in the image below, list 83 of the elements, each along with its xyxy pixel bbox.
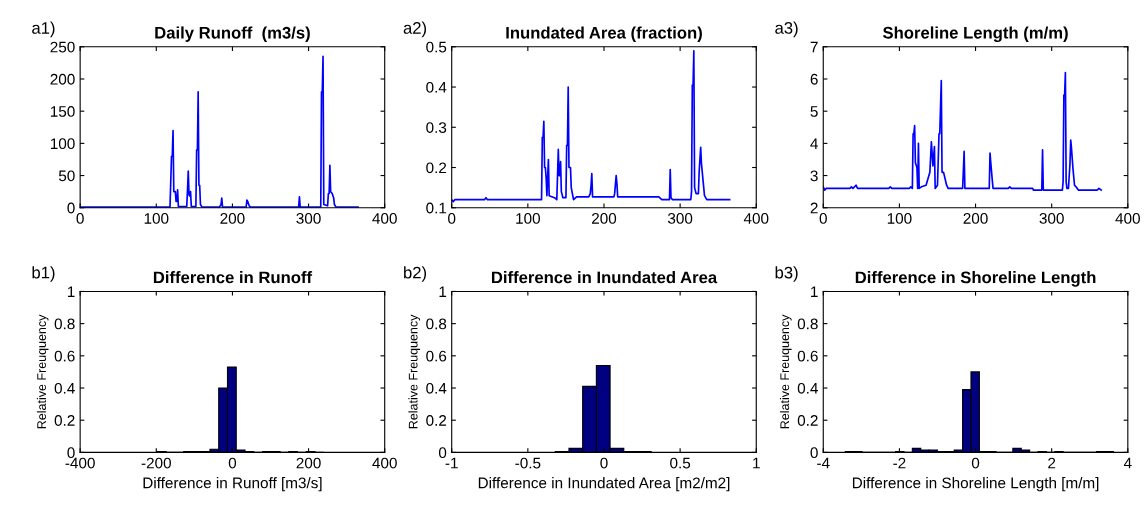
y-tick-label: 0.8	[54, 318, 75, 330]
y-tick-label: 150	[50, 106, 75, 117]
chart-title: Difference in Runoff	[153, 271, 313, 284]
x-tick-label: 100	[516, 213, 540, 224]
x-tick-label: 200	[963, 213, 988, 224]
x-tick-label: 4	[1123, 457, 1132, 469]
chart-title: Shoreline Length (m/m)	[882, 26, 1068, 42]
y-tick-label: 1	[439, 286, 447, 297]
y-axis-title: Relative Freuquency	[408, 314, 421, 429]
chart-title: Daily Runoff (m3/s)	[155, 26, 310, 42]
y-tick-label: 0.2	[426, 162, 447, 174]
text: b1)	[32, 266, 55, 282]
y-tick-label: 0	[67, 447, 75, 459]
x-tick-label: 200	[220, 213, 245, 224]
x-tick-label: 0	[971, 457, 980, 469]
y-tick-label: 0.1	[426, 202, 447, 214]
x-tick-label: 100	[144, 213, 169, 224]
x-tick-label: -1	[445, 457, 458, 469]
text: a2)	[403, 21, 427, 38]
x-tick-label: 400	[372, 457, 397, 469]
x-tick-label: 400	[372, 213, 397, 224]
y-tick-label: 1	[811, 286, 818, 297]
y-tick-label: 0.2	[54, 415, 75, 426]
y-tick-label: 0	[810, 447, 818, 459]
y-tick-label: 0.6	[797, 350, 818, 362]
text: b3)	[775, 266, 798, 282]
x-axis-title: Difference in Inundated Area [m2/m2]	[478, 477, 730, 492]
y-tick-label: 7	[810, 41, 818, 53]
x-tick-label: 0.5	[670, 457, 691, 469]
x-tick-label: 0	[228, 457, 237, 469]
y-axis-title: Relative Freuquency	[36, 314, 49, 429]
x-tick-label: -0.5	[515, 457, 541, 469]
x-tick-label: 100	[887, 213, 912, 224]
y-tick-label: 0.4	[54, 382, 75, 394]
y-tick-label: 50	[58, 170, 75, 182]
text: b2)	[404, 266, 427, 282]
chart-title: Inundated Area (fraction)	[506, 26, 702, 42]
chart-title: Difference in Shoreline Length	[855, 271, 1096, 287]
x-axis-title: Difference in Runoff [m3/s]	[143, 477, 322, 492]
y-tick-label: 100	[50, 138, 75, 150]
y-tick-label: 0.4	[426, 81, 447, 93]
y-tick-label: 0.6	[426, 350, 447, 362]
x-tick-label: -200	[141, 457, 171, 469]
y-tick-label: 0	[438, 447, 447, 459]
y-tick-label: 0.5	[426, 41, 447, 53]
y-tick-label: 0.2	[426, 415, 447, 426]
y-tick-label: 200	[50, 73, 75, 85]
x-tick-label: 200	[592, 213, 617, 224]
x-tick-label: 0	[448, 213, 456, 224]
y-tick-label: 0.6	[54, 350, 75, 362]
x-tick-label: 200	[296, 457, 321, 469]
y-tick-label: 0.3	[426, 122, 447, 133]
x-tick-label: 400	[1115, 213, 1140, 224]
x-axis-title: Difference in Shoreline Length [m/m]	[852, 477, 1099, 492]
y-tick-label: 0.8	[797, 318, 818, 330]
x-tick-label: -2	[893, 457, 906, 469]
text: a3)	[775, 21, 798, 38]
y-tick-label: 2	[810, 202, 818, 214]
x-tick-label: 400	[743, 213, 769, 224]
x-tick-label: 300	[296, 213, 321, 224]
y-tick-label: 5	[810, 106, 818, 117]
text: a1)	[32, 21, 55, 38]
x-tick-label: -400	[65, 457, 95, 469]
y-tick-label: 0.4	[426, 382, 447, 394]
x-tick-label: 0	[600, 457, 608, 469]
y-tick-label: 3	[810, 170, 818, 182]
x-tick-label: 300	[1039, 213, 1064, 224]
x-tick-label: 2	[1048, 457, 1056, 469]
x-tick-label: -4	[817, 457, 830, 469]
y-tick-label: 1	[67, 286, 75, 297]
y-tick-label: 6	[810, 73, 818, 85]
x-tick-label: 0	[819, 213, 827, 224]
y-tick-label: 0	[67, 202, 75, 214]
x-tick-label: 1	[753, 457, 760, 469]
x-tick-label: 300	[667, 213, 693, 224]
y-tick-label: 4	[810, 138, 818, 149]
y-tick-label: 0.8	[426, 318, 447, 330]
y-tick-label: 0.4	[797, 382, 818, 394]
chart-title: Difference in Inundated Area	[491, 271, 718, 284]
y-tick-label: 250	[50, 41, 75, 53]
y-axis-title: Relative Freuquency	[779, 314, 792, 429]
x-tick-label: 0	[76, 213, 84, 224]
y-tick-label: 0.2	[797, 415, 818, 426]
